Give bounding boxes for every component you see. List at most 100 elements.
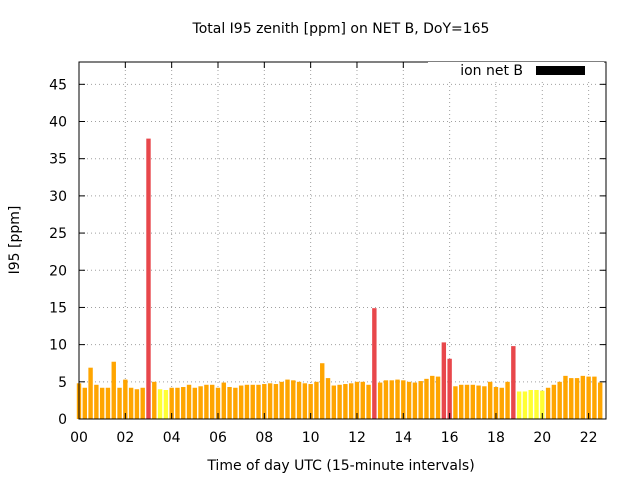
bar (302, 383, 308, 419)
bar (383, 380, 389, 419)
bar (256, 384, 261, 419)
bar (181, 387, 186, 419)
x-tick-label: 18 (487, 430, 505, 446)
y-tick-label: 5 (58, 375, 67, 391)
legend: ion net B (428, 62, 604, 80)
bar (128, 387, 134, 419)
bar (545, 387, 551, 419)
bar (563, 375, 568, 419)
bar (238, 385, 244, 419)
bar (516, 391, 522, 419)
bars (76, 138, 603, 419)
bar (192, 387, 198, 419)
bar (186, 384, 192, 419)
x-tick-label: 14 (394, 430, 412, 446)
bar (262, 384, 267, 419)
bar (111, 361, 116, 419)
bar (505, 381, 510, 419)
bar (273, 384, 279, 419)
bar (574, 378, 580, 419)
plot-frame (78, 61, 607, 420)
bar (354, 381, 360, 419)
bar (586, 376, 591, 419)
bar (99, 387, 105, 419)
x-tick-label: 20 (533, 430, 551, 446)
bar (511, 346, 516, 419)
bar (470, 384, 476, 419)
bar (441, 342, 447, 419)
bar (94, 384, 99, 419)
bar (169, 387, 174, 419)
bar (279, 381, 284, 419)
axis-ticks: 0 5 10 15 20 25 30 35 40 45 00 02 04 06 08 10 12 14 16 18 20… (49, 62, 606, 446)
bar (557, 381, 562, 419)
bar (569, 378, 574, 419)
bar (598, 382, 603, 419)
bar (482, 386, 487, 419)
y-tick-label: 10 (49, 338, 67, 354)
legend-label: ion net B (460, 63, 523, 79)
bar (366, 384, 371, 419)
bar (291, 380, 296, 419)
bar (204, 384, 209, 419)
bar (163, 389, 169, 419)
y-tick-label: 45 (49, 77, 67, 93)
bar (534, 389, 539, 419)
bar (88, 367, 93, 419)
bar (435, 376, 441, 419)
x-tick-label: 00 (70, 430, 88, 446)
bar (320, 363, 325, 419)
bar (551, 384, 557, 419)
y-tick-label: 30 (49, 189, 67, 205)
bar (453, 386, 458, 419)
y-tick-label: 40 (49, 115, 67, 131)
bar (343, 384, 348, 419)
bar (331, 385, 337, 419)
bar (157, 389, 163, 419)
bar (580, 375, 586, 419)
bar (267, 383, 273, 419)
bar (123, 379, 128, 419)
x-tick-label: 22 (580, 430, 598, 446)
bar (424, 378, 429, 419)
x-tick-label: 08 (255, 430, 273, 446)
bar (117, 387, 122, 419)
bar (522, 391, 528, 419)
bar (348, 383, 354, 419)
bar (198, 386, 203, 419)
x-tick-label: 06 (209, 430, 227, 446)
chart-title: Total I95 zenith [ppm] on NET B, DoY=165 (192, 21, 490, 37)
bar (418, 381, 423, 419)
bar (406, 381, 412, 419)
y-axis-label: I95 [ppm] (7, 206, 23, 275)
bar (152, 381, 157, 419)
bar (175, 387, 180, 419)
y-tick-label: 35 (49, 152, 67, 168)
bar (372, 308, 377, 419)
y-tick-label: 25 (49, 226, 67, 242)
bar (325, 378, 331, 419)
bar (215, 387, 221, 419)
y-tick-label: 15 (49, 300, 67, 316)
bar (430, 375, 435, 419)
bar (250, 384, 255, 419)
bar (140, 387, 145, 419)
x-tick-label: 02 (116, 430, 134, 446)
x-tick-label: 16 (441, 430, 459, 446)
bar (592, 376, 597, 419)
bar (233, 387, 238, 419)
bar (221, 382, 226, 419)
bar (360, 381, 365, 419)
bar (528, 389, 533, 419)
bar (447, 358, 452, 419)
bar (134, 389, 140, 419)
bar (464, 384, 470, 419)
bar (308, 384, 313, 419)
bar (395, 379, 400, 419)
x-tick-label: 12 (348, 430, 366, 446)
x-tick-label: 04 (163, 430, 181, 446)
legend-swatch (536, 66, 585, 75)
bar (499, 387, 504, 419)
y-tick-label: 0 (58, 412, 67, 428)
bar (244, 384, 250, 419)
